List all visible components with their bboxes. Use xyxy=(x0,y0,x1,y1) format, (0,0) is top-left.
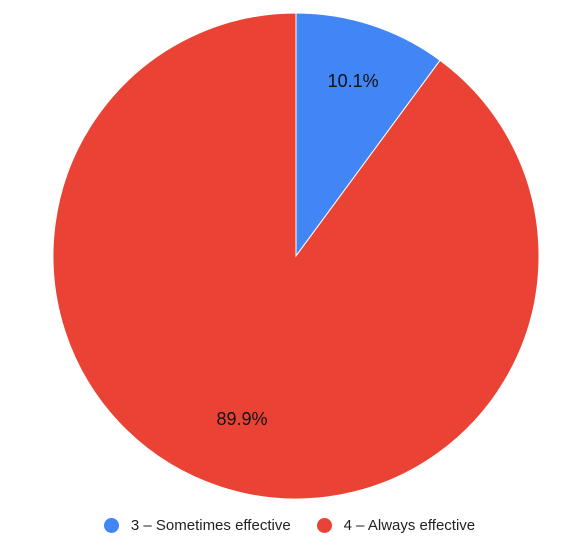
pie-slices xyxy=(52,12,540,500)
pie-data-label-sometimes-effective: 10.1% xyxy=(328,71,379,91)
pie-data-labels: 10.1% 89.9% xyxy=(216,71,378,429)
legend-label-always-effective: 4 – Always effective xyxy=(343,516,476,534)
legend-label-sometimes-effective: 3 – Sometimes effective xyxy=(130,516,291,534)
legend-item-always-effective[interactable]: 4 – Always effective xyxy=(316,516,476,534)
pie-slice-always-effective[interactable] xyxy=(52,12,540,500)
pie-data-label-always-effective: 89.9% xyxy=(216,409,267,429)
chart-legend: 3 – Sometimes effective 4 – Always effec… xyxy=(0,512,579,538)
legend-swatch-sometimes-effective xyxy=(103,517,119,533)
pie-slice-sometimes-effective[interactable] xyxy=(295,12,441,258)
legend-item-sometimes-effective[interactable]: 3 – Sometimes effective xyxy=(103,516,291,534)
legend-swatch-always-effective xyxy=(316,517,332,533)
